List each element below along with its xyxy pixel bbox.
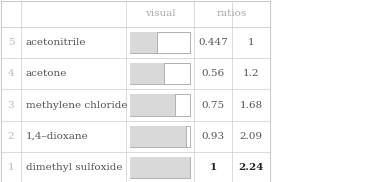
Text: visual: visual xyxy=(145,9,175,19)
Text: ratios: ratios xyxy=(217,9,247,19)
Text: 0.75: 0.75 xyxy=(201,100,224,110)
Text: 0.447: 0.447 xyxy=(198,38,228,47)
Bar xyxy=(130,126,190,147)
Text: dimethyl sulfoxide: dimethyl sulfoxide xyxy=(26,163,123,172)
Text: 3: 3 xyxy=(8,100,14,110)
Text: acetonitrile: acetonitrile xyxy=(26,38,86,47)
Bar xyxy=(130,63,164,84)
Text: 1.2: 1.2 xyxy=(243,69,259,78)
Bar xyxy=(130,157,190,178)
Text: 1,4–dioxane: 1,4–dioxane xyxy=(26,132,89,141)
Bar xyxy=(130,94,175,116)
Text: 1: 1 xyxy=(248,38,254,47)
Text: 1: 1 xyxy=(8,163,14,172)
Bar xyxy=(130,157,190,178)
Text: 2.09: 2.09 xyxy=(240,132,262,141)
Text: 1: 1 xyxy=(209,163,217,172)
Text: 0.56: 0.56 xyxy=(201,69,224,78)
Bar xyxy=(130,94,190,116)
Text: 1.68: 1.68 xyxy=(240,100,262,110)
Text: acetone: acetone xyxy=(26,69,67,78)
Text: 5: 5 xyxy=(8,38,14,47)
Bar xyxy=(130,63,190,84)
Bar xyxy=(130,126,186,147)
Bar xyxy=(130,32,157,53)
Text: 4: 4 xyxy=(8,69,14,78)
Text: methylene chloride: methylene chloride xyxy=(26,100,127,110)
Text: 0.93: 0.93 xyxy=(201,132,224,141)
Text: 2.24: 2.24 xyxy=(238,163,264,172)
Text: 2: 2 xyxy=(8,132,14,141)
Bar xyxy=(130,32,190,53)
